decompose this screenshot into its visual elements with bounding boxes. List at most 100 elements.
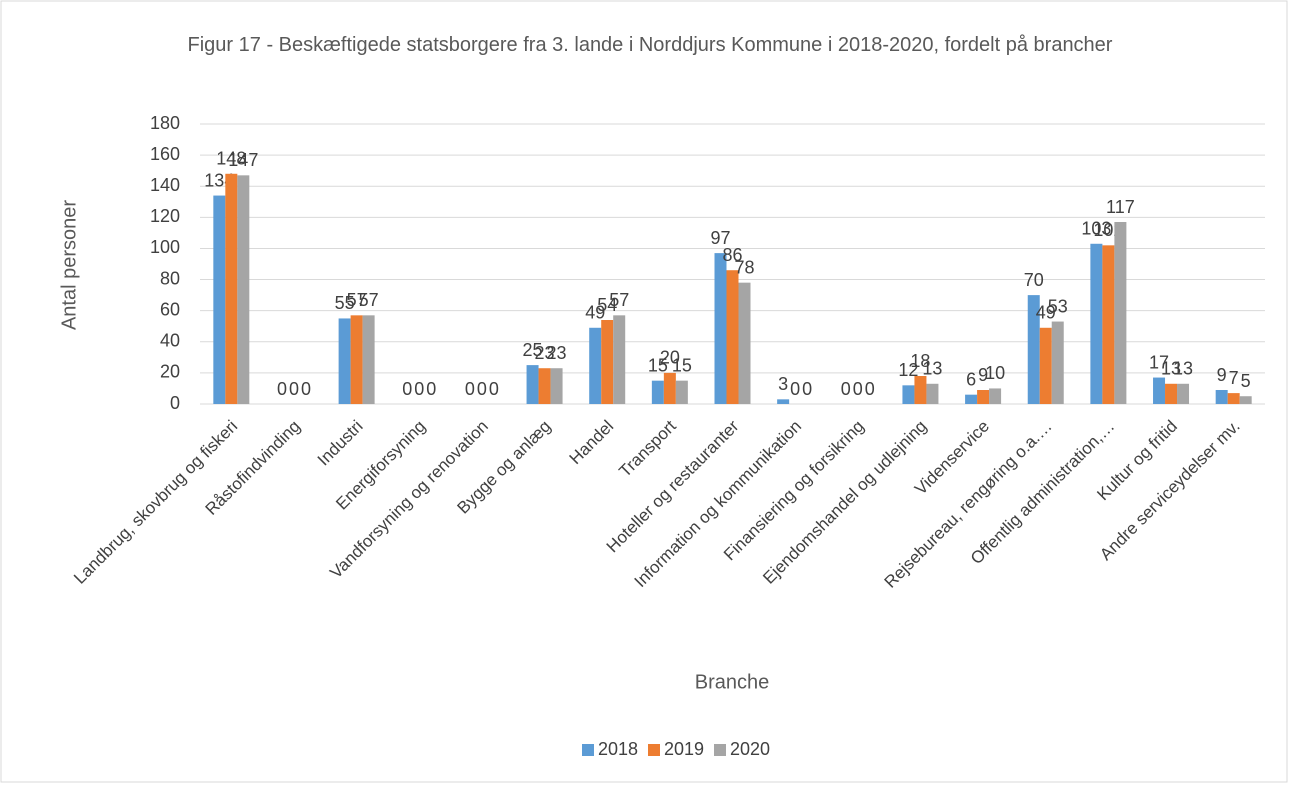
bar [1090,243,1103,404]
bar [550,368,563,404]
y-tick-label: 80 [160,268,180,288]
bar [1165,383,1178,404]
bar [777,399,790,404]
data-label: 57 [359,290,379,310]
data-label: 0 [426,379,436,399]
y-tick-label: 100 [150,237,180,257]
data-label: 148 [216,149,246,169]
bar [651,380,664,404]
data-label: 15 [648,355,668,375]
data-label: 86 [722,245,742,265]
y-tick-label: 20 [160,362,180,382]
bar [914,376,927,404]
data-label: 3 [778,374,788,394]
data-label: 0 [865,379,875,399]
data-label: 53 [1048,296,1068,316]
data-label: 15 [672,355,692,375]
data-label: 6 [966,369,976,389]
data-label: 25 [523,340,543,360]
bar [714,253,727,404]
bar [1102,245,1115,404]
data-label: 49 [585,303,605,323]
legend-swatch [582,744,594,756]
data-label: 0 [414,379,424,399]
bar [902,385,915,404]
data-label: 117 [1106,197,1135,217]
y-tick-label: 180 [150,113,180,133]
bar [738,282,751,404]
legend-swatch [648,744,660,756]
bar [1027,295,1040,404]
data-label: 57 [609,290,629,310]
y-axis-label: Antal personer [58,200,80,330]
bar [225,173,238,404]
bar [1153,377,1166,404]
chart-title: Figur 17 - Beskæftigede statsborgere fra… [187,34,1113,56]
bar [977,390,990,404]
y-tick-label: 40 [160,331,180,351]
bar [726,270,739,404]
data-label: 7 [1229,368,1239,388]
bar [1215,390,1228,404]
data-label: 0 [289,379,299,399]
data-label: 0 [802,379,812,399]
bar [362,315,375,404]
data-label: 9 [978,365,988,385]
bar [526,365,539,404]
data-label: 49 [1036,303,1056,323]
data-label: 147 [228,150,258,170]
data-label: 23 [547,343,567,363]
bar [237,175,250,404]
bar [663,372,676,404]
y-tick-label: 120 [150,206,180,226]
y-tick-label: 0 [170,393,180,413]
data-label: 0 [301,379,311,399]
data-label: 0 [853,379,863,399]
data-label: 0 [790,379,800,399]
legend-label: 2018 [598,739,638,759]
data-label: 13 [922,359,942,379]
data-label: 20 [660,348,680,368]
data-label: 0 [841,379,851,399]
bar [538,368,551,404]
data-label: 0 [465,379,475,399]
data-label: 17 [1149,352,1169,372]
data-label: 9 [1217,365,1227,385]
bar [589,327,602,404]
bar [1177,383,1190,404]
y-tick-label: 140 [150,175,180,195]
bar [213,195,226,404]
legend-label: 2019 [664,739,704,759]
data-label: 18 [910,351,930,371]
bar [965,394,978,404]
data-label: 55 [335,293,355,313]
data-label: 23 [535,343,555,363]
x-axis-label: Branche [695,671,770,693]
bar [1051,321,1064,404]
data-label: 78 [734,257,754,277]
y-tick-label: 60 [160,299,180,319]
data-label: 10 [985,363,1005,383]
bar [1239,396,1252,404]
data-label: 0 [402,379,412,399]
bar [1227,393,1240,404]
data-label: 5 [1241,371,1251,391]
data-label: 57 [347,290,367,310]
bar [350,315,363,404]
bar [675,380,688,404]
data-label: 12 [898,360,918,380]
legend-label: 2020 [730,739,770,759]
bar [1039,327,1052,404]
bar [338,318,351,404]
data-label: 13 [1161,359,1181,379]
bar [989,388,1002,404]
data-label: 103 [1081,219,1111,239]
data-label: 13 [1173,359,1193,379]
legend-swatch [714,744,726,756]
data-label: 97 [710,228,730,248]
data-label: 0 [277,379,287,399]
bar [601,320,614,404]
bar [926,383,939,404]
